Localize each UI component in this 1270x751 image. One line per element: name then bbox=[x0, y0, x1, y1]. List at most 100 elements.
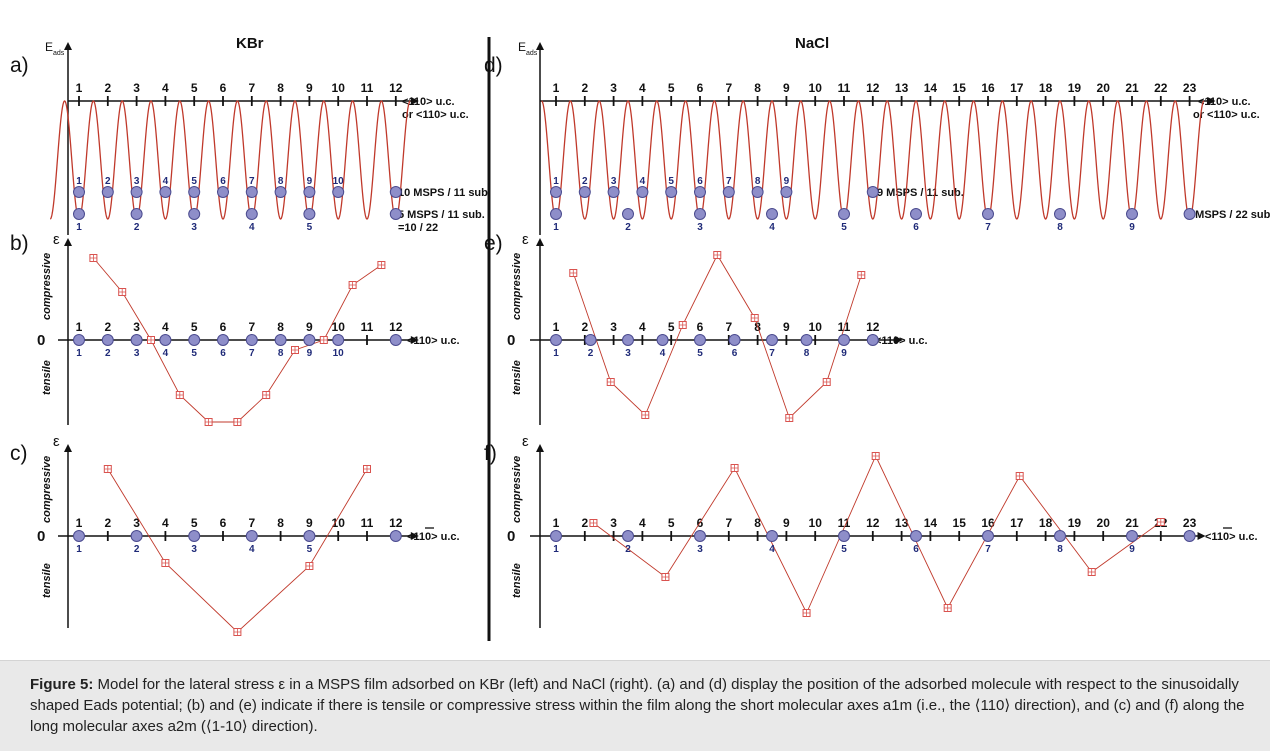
nacl-f-molecule bbox=[622, 530, 634, 542]
kbr-b-x-axis-arrow bbox=[410, 336, 419, 344]
kbr-molecule-row1-number: 6 bbox=[220, 176, 226, 187]
kbr-legend-3: =10 / 22 bbox=[398, 222, 438, 234]
kbr-c-strain-marker-cross bbox=[305, 562, 313, 570]
kbr-legend-2: 5 MSPS / 11 sub. bbox=[398, 209, 485, 221]
nacl-eads-tick-label: 3 bbox=[610, 81, 617, 95]
kbr-molecule-row1 bbox=[303, 186, 316, 198]
nacl-molecule-row2 bbox=[694, 208, 706, 220]
kbr-b-tick-label: 5 bbox=[191, 320, 198, 334]
kbr-b-molecule-number: 5 bbox=[191, 348, 197, 359]
nacl-e-strain-marker-cross bbox=[679, 321, 687, 329]
kbr-c-tick-label: 5 bbox=[191, 516, 198, 530]
tensile-label-c: tensile bbox=[41, 563, 53, 598]
kbr-molecule-row2-number: 1 bbox=[76, 222, 82, 233]
nacl-e-strain-marker-cross bbox=[641, 411, 649, 419]
nacl-molecule-row2 bbox=[1183, 208, 1196, 220]
kbr-molecule-row2-number: 4 bbox=[249, 222, 255, 233]
kbr-c-tick-label: 4 bbox=[162, 516, 169, 530]
kbr-c-tick-label: 1 bbox=[76, 516, 83, 530]
kbr-b-strain-marker-cross bbox=[349, 281, 357, 289]
nacl-f-strain-marker-cross bbox=[589, 519, 597, 527]
nacl-molecule-row1 bbox=[636, 186, 649, 198]
caption-box: Figure 5: Model for the lateral stress ε… bbox=[0, 660, 1270, 751]
kbr-c-tick-label: 2 bbox=[104, 516, 111, 530]
kbr-eads-tick-label: 8 bbox=[277, 81, 284, 95]
kbr-b-molecule bbox=[101, 334, 114, 346]
kbr-c-strain-marker-cross bbox=[104, 465, 112, 473]
kbr-b-molecule bbox=[217, 334, 229, 346]
epsilon-label-c: ε bbox=[53, 433, 60, 450]
kbr-molecule-row1 bbox=[332, 186, 345, 198]
nacl-e-molecule bbox=[728, 334, 741, 346]
caption-figure-label: Figure 5: bbox=[30, 676, 94, 693]
nacl-molecule-row1 bbox=[550, 186, 562, 198]
kbr-b-tick-label: 8 bbox=[277, 320, 284, 334]
nacl-e-tick-label: 10 bbox=[809, 320, 823, 334]
nacl-f-tick-label: 9 bbox=[783, 516, 790, 530]
kbr-molecule-row1 bbox=[245, 186, 258, 198]
nacl-molecule-row2-number: 2 bbox=[625, 222, 631, 233]
nacl-eads-x-axis-arrow bbox=[1207, 97, 1216, 105]
nacl-e-tick-label: 3 bbox=[610, 320, 617, 334]
kbr-b-tick-label: 7 bbox=[248, 320, 255, 334]
kbr-c-molecule bbox=[188, 530, 201, 542]
nacl-f-molecule-number: 3 bbox=[697, 544, 703, 555]
nacl-eads-tick-label: 4 bbox=[639, 81, 646, 95]
nacl-e-molecule-number: 4 bbox=[660, 348, 666, 359]
nacl-e-molecule-number: 3 bbox=[625, 348, 631, 359]
nacl-e-tick-label: 9 bbox=[783, 320, 790, 334]
nacl-molecule-row1-number: 8 bbox=[755, 176, 761, 187]
nacl-eads-tick-label: 11 bbox=[838, 81, 851, 95]
nacl-e-strain-marker-cross bbox=[823, 378, 831, 386]
nacl-e-molecule bbox=[766, 334, 778, 346]
epsilon-label-b: ε bbox=[53, 231, 60, 248]
kbr-eads-tick-label: 6 bbox=[220, 81, 227, 95]
kbr-b-molecule bbox=[332, 334, 345, 346]
nacl-molecule-row2 bbox=[910, 208, 922, 220]
kbr-eads-tick-label: 11 bbox=[361, 81, 374, 95]
compressive-label-e: compressive bbox=[511, 253, 523, 320]
nacl-f-molecule bbox=[910, 530, 922, 542]
axis-label-c: <110> u.c. bbox=[407, 531, 460, 543]
nacl-molecule-row2-number: 5 bbox=[841, 222, 847, 233]
nacl-molecule-row2 bbox=[838, 208, 850, 220]
nacl-f-y-axis-arrow bbox=[536, 444, 544, 452]
nacl-title: NaCl bbox=[795, 35, 829, 52]
nacl-e-strain-marker-cross bbox=[713, 251, 721, 259]
nacl-e-tick-label: 5 bbox=[668, 320, 675, 334]
nacl-eads-tick-label: 14 bbox=[924, 81, 938, 95]
kbr-molecule-row1-number: 9 bbox=[307, 176, 313, 187]
kbr-b-strain-marker-cross bbox=[89, 254, 97, 262]
nacl-f-tick-label: 1 bbox=[553, 516, 560, 530]
kbr-b-strain-marker-cross bbox=[233, 418, 241, 426]
kbr-b-molecule bbox=[389, 334, 402, 346]
nacl-molecule-row1 bbox=[694, 186, 706, 198]
kbr-b-molecule bbox=[274, 334, 287, 346]
nacl-legend-2: 9 MSPS / 22 sub. bbox=[1186, 209, 1270, 221]
e-ads-label-left: E bbox=[45, 40, 53, 54]
nacl-e-tick-label: 12 bbox=[866, 320, 880, 334]
nacl-molecule-row1 bbox=[665, 186, 678, 198]
e-ads-label-right: E bbox=[518, 40, 526, 54]
nacl-molecule-row2 bbox=[1054, 208, 1066, 220]
kbr-molecule-row1 bbox=[130, 186, 143, 198]
kbr-molecule-row1-number: 8 bbox=[278, 176, 284, 187]
kbr-molecule-row2 bbox=[389, 208, 402, 220]
nacl-e-strain-marker-cross bbox=[751, 314, 759, 322]
kbr-c-strain-marker-cross bbox=[161, 559, 169, 567]
nacl-f-molecule-number: 7 bbox=[985, 544, 991, 555]
e-ads-sub-right: ads bbox=[526, 50, 538, 57]
nacl-e-molecule-number: 2 bbox=[588, 348, 594, 359]
kbr-eads-tick-label: 12 bbox=[389, 81, 403, 95]
nacl-f-tick-label: 15 bbox=[953, 516, 967, 530]
nacl-molecule-row1-number: 6 bbox=[697, 176, 703, 187]
panel-label-d: d) bbox=[484, 54, 503, 77]
kbr-molecule-row1 bbox=[159, 186, 172, 198]
kbr-eads-y-axis-arrow bbox=[64, 42, 72, 50]
nacl-e-tick-label: 6 bbox=[697, 320, 704, 334]
nacl-eads-tick-label: 23 bbox=[1183, 81, 1197, 95]
nacl-eads-y-axis-arrow bbox=[536, 42, 544, 50]
kbr-molecule-row1-number: 7 bbox=[249, 176, 255, 187]
kbr-molecule-row2 bbox=[73, 208, 85, 220]
kbr-molecule-row1-number: 5 bbox=[191, 176, 197, 187]
